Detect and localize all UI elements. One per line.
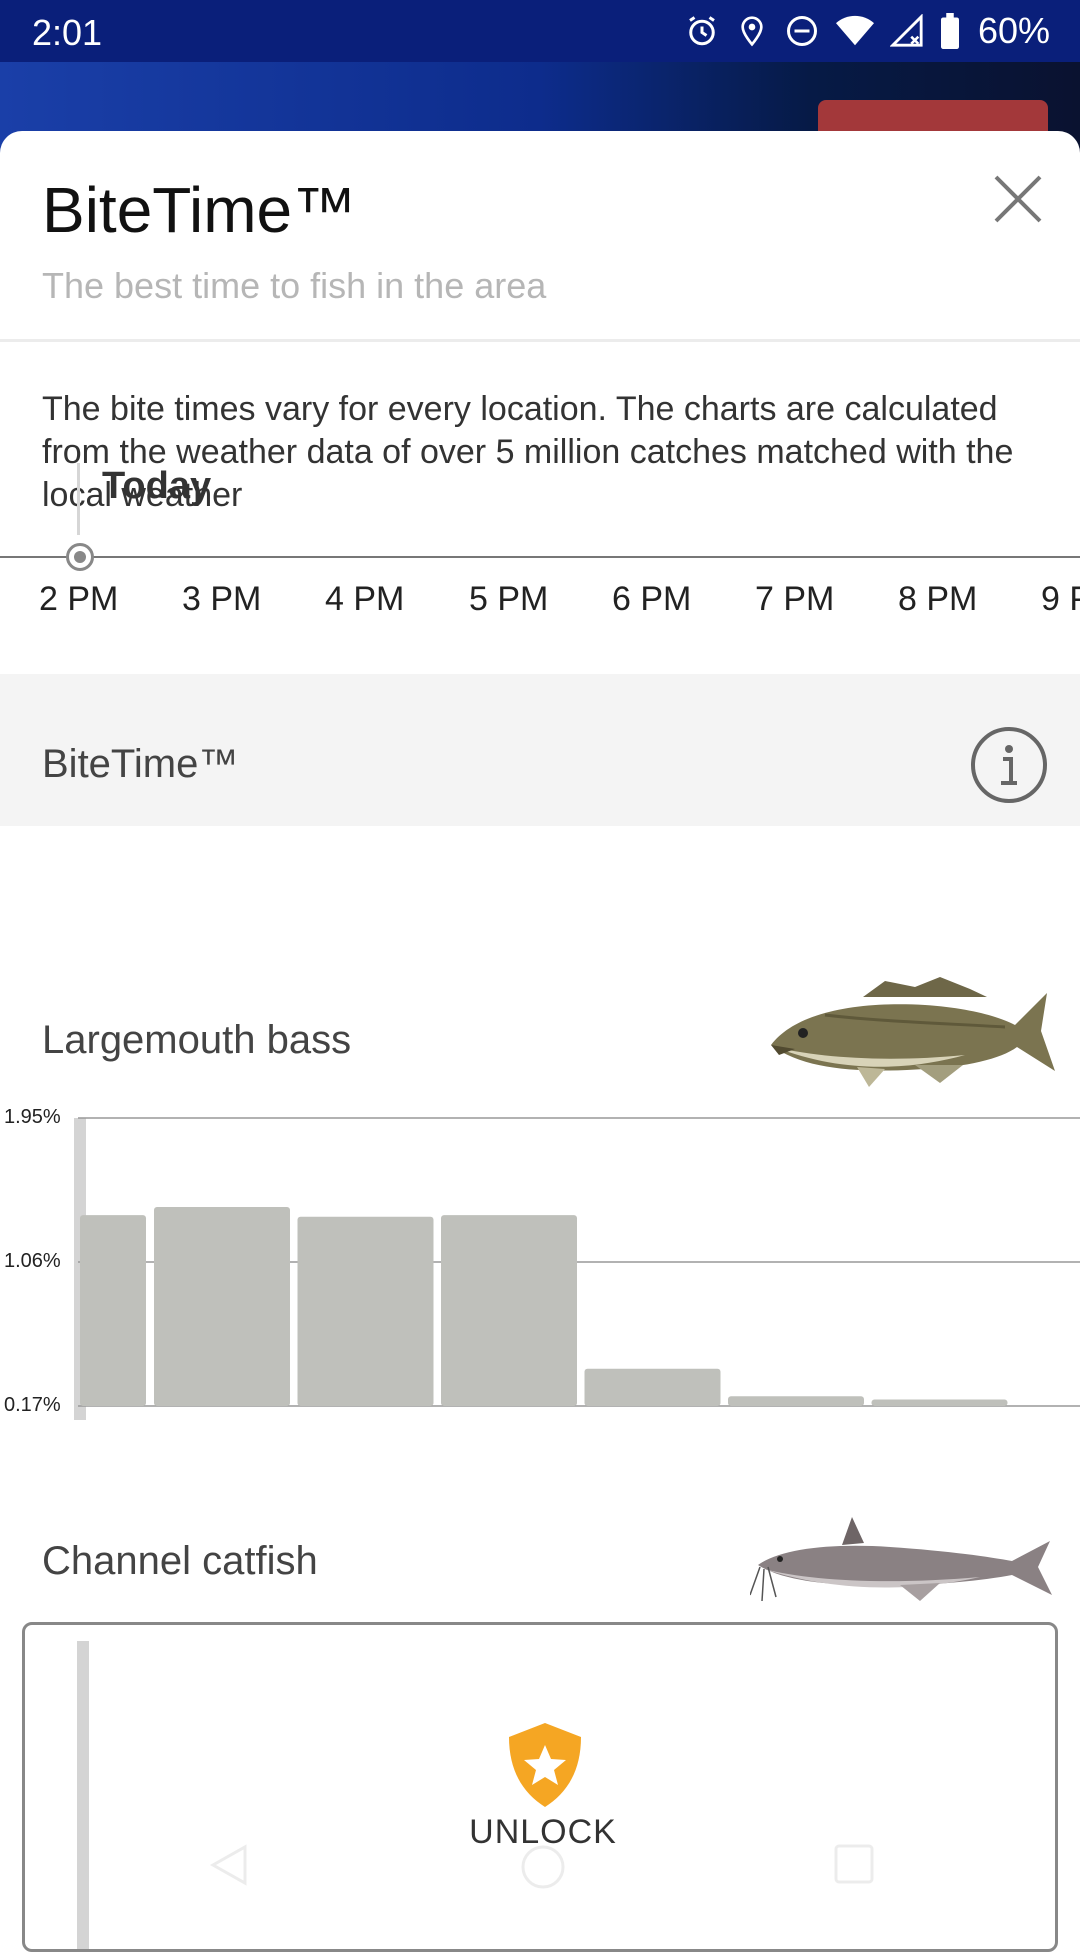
hour-label: 4 PM: [325, 580, 405, 618]
wifi-icon: [835, 15, 874, 46]
status-icons: 60%: [684, 10, 1050, 52]
do-not-disturb-icon: [786, 16, 817, 46]
location-icon: [741, 16, 763, 47]
back-nav-icon: [209, 1844, 247, 1886]
hour-label: 2 PM: [39, 580, 119, 618]
section-header: [0, 674, 1080, 826]
largemouth-bass-image: [771, 977, 1055, 1087]
bar-4-pm: [297, 1216, 434, 1406]
status-time: 2:01: [32, 12, 103, 53]
today-label: Today: [102, 465, 212, 507]
hour-scale[interactable]: 2 PM 3 PM 4 PM 5 PM 6 PM 7 PM 8 PM 9 PM: [0, 580, 1080, 640]
y-tick-label: 1.06%: [4, 1250, 61, 1272]
bitetime-chart: 1.95% 1.06% 0.17%: [0, 1098, 1080, 1420]
hour-label: 9 PM: [1041, 580, 1080, 618]
section-title: BiteTime™: [42, 742, 239, 786]
sheet-subtitle: The best time to fish in the area: [42, 265, 547, 306]
signal-icon: [889, 14, 923, 47]
hour-label: 8 PM: [898, 580, 978, 618]
status-bar: 2:01 60%: [0, 0, 1080, 62]
chart-bars: [80, 1206, 1008, 1406]
header-divider: [0, 339, 1080, 342]
premium-shield-icon: [509, 1723, 581, 1807]
close-icon: [994, 175, 1042, 223]
y-tick-label: 0.17%: [4, 1394, 61, 1416]
bitetime-description: The bite times vary for every location. …: [42, 390, 1014, 514]
bar-5-pm: [441, 1215, 577, 1406]
battery-percent: 60%: [977, 10, 1050, 51]
timeline-track: [0, 556, 1080, 558]
species-name-channel-catfish: Channel catfish: [42, 1539, 318, 1583]
close-button[interactable]: [990, 171, 1046, 227]
hour-label: 3 PM: [182, 580, 262, 618]
today-marker-line: [77, 463, 80, 535]
hour-label: 7 PM: [755, 580, 835, 618]
locked-chart-card[interactable]: UNLOCK: [22, 1622, 1058, 1952]
info-button[interactable]: [970, 726, 1048, 804]
channel-catfish-image: [750, 1517, 1052, 1602]
sheet-title: BiteTime™: [42, 174, 357, 246]
species-name-largemouth-bass: Largemouth bass: [42, 1018, 352, 1062]
hour-label: 6 PM: [612, 580, 692, 618]
locked-chart-indicator: [77, 1641, 89, 1949]
info-icon: [971, 727, 1047, 803]
y-tick-label: 1.95%: [4, 1106, 61, 1128]
bar-7-pm: [728, 1396, 864, 1406]
bar-6-pm: [584, 1368, 721, 1406]
bitetime-chart-svg: 1.95% 1.06% 0.17%: [4, 1106, 1080, 1420]
bar-3-pm: [154, 1206, 290, 1406]
hour-label: 5 PM: [469, 580, 549, 618]
bar-8-pm: [871, 1399, 1008, 1406]
alarm-icon: [689, 16, 715, 46]
bar-2-pm: [80, 1215, 146, 1406]
battery-icon: [940, 13, 959, 49]
home-nav-icon: [521, 1845, 565, 1889]
unlock-label: UNLOCK: [469, 1813, 617, 1851]
timeline-handle[interactable]: [66, 543, 94, 571]
recents-nav-icon: [834, 1844, 874, 1884]
